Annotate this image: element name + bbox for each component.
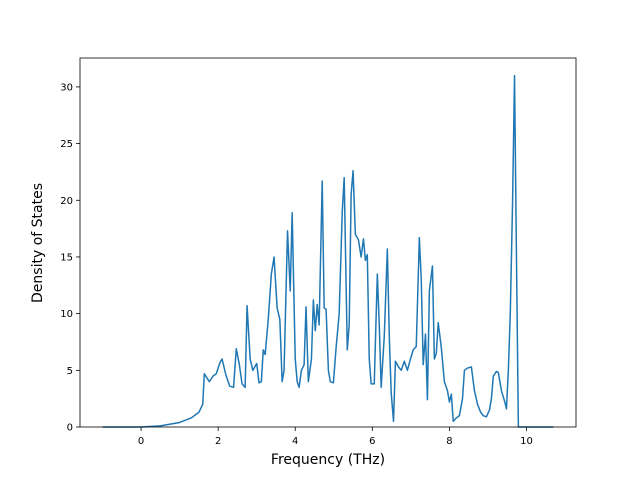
y-tick-label: 0: [67, 423, 73, 434]
x-tick-label: 0: [138, 436, 144, 447]
x-tick-label: 2: [215, 436, 221, 447]
x-tick-label: 6: [369, 436, 375, 447]
y-tick-label: 25: [60, 139, 73, 150]
plot-frame: [79, 57, 577, 428]
y-tick-label: 10: [60, 309, 73, 320]
y-tick-label: 15: [60, 252, 73, 263]
x-axis-label: Frequency (THz): [271, 452, 385, 468]
x-tick-label: 8: [446, 436, 452, 447]
y-axis-label: Density of States: [30, 183, 46, 303]
line-series: [102, 74, 554, 428]
y-tick-label: 30: [60, 82, 73, 93]
y-tick-label: 20: [60, 196, 73, 207]
x-tick-label: 4: [292, 436, 298, 447]
y-tick-label: 5: [67, 366, 73, 377]
x-tick-label: 10: [520, 436, 533, 447]
